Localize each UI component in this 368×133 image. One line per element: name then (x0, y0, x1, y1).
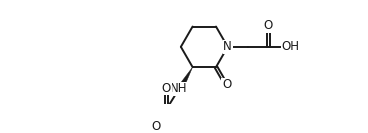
Text: O: O (222, 78, 231, 91)
Text: O: O (264, 19, 273, 32)
Text: O: O (152, 120, 161, 133)
Text: N: N (223, 40, 232, 53)
Text: NH: NH (170, 82, 188, 95)
Text: O: O (162, 82, 171, 95)
Text: OH: OH (281, 40, 299, 53)
Polygon shape (179, 67, 192, 87)
